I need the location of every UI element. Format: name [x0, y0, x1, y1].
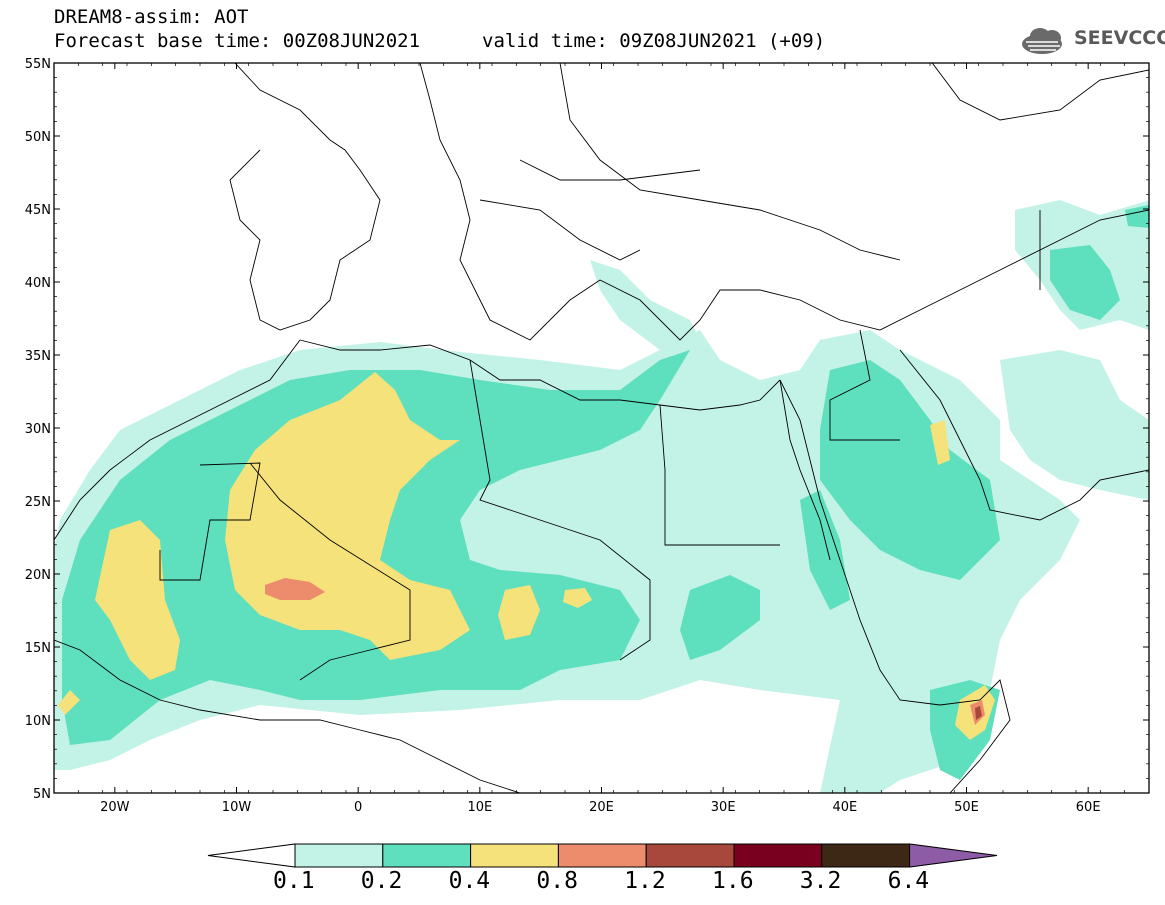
forecast-base-time: Forecast base time: 00Z08JUN2021 [54, 30, 421, 52]
lat-tick-label: 55N [25, 57, 51, 72]
lat-tick-label: 15N [25, 641, 51, 656]
lat-tick-label: 40N [25, 276, 51, 291]
lat-tick-label: 20N [25, 568, 51, 583]
lon-tick-label: 30E [711, 800, 736, 815]
colorbar-over-triangle [909, 843, 998, 868]
colorbar-swatch [733, 843, 823, 868]
cloud-icon [1022, 28, 1062, 54]
lon-tick-label: 60E [1076, 800, 1101, 815]
lat-tick-label: 50N [25, 130, 51, 145]
aot-field [54, 63, 1149, 793]
lon-tick-label: 10E [467, 800, 492, 815]
colorbar-under-triangle [207, 843, 296, 868]
lon-tick-label: 20W [100, 800, 130, 815]
lat-tick-label: 5N [33, 787, 51, 802]
colorbar-swatch [557, 843, 647, 868]
colorbar-label: 0.4 [448, 868, 491, 894]
logo-text: SEEVCCC [1074, 27, 1165, 49]
colorbar-label: 0.1 [273, 868, 315, 894]
colorbar-label: 6.4 [887, 868, 930, 894]
lat-tick-label: 30N [25, 422, 51, 437]
colorbar-swatch [294, 843, 384, 868]
lat-axis: 5N 10N 15N 20N 25N 30N 35N 40N 45N 50N 55N [25, 57, 51, 802]
valid-time: valid time: 09Z08JUN2021 (+09) [482, 30, 826, 52]
colorbar-label: 0.8 [536, 868, 578, 894]
lon-tick-label: 50E [954, 800, 979, 815]
lon-tick-label: 40E [832, 800, 857, 815]
lat-tick-label: 45N [25, 203, 51, 218]
colorbar-label: 1.6 [712, 868, 754, 894]
colorbar-swatch [382, 843, 472, 868]
lon-axis: 20W 10W 0 10E 20E 30E 40E 50E 60E [100, 800, 1100, 815]
lon-tick-label: 10W [222, 800, 252, 815]
colorbar-swatch [470, 843, 559, 868]
colorbar [207, 843, 998, 868]
colorbar-label: 0.2 [360, 868, 403, 894]
lon-tick-label: 20E [589, 800, 614, 815]
lat-tick-label: 10N [25, 714, 51, 729]
lat-tick-label: 25N [25, 495, 51, 510]
colorbar-label: 1.2 [624, 868, 666, 894]
colorbar-label: 3.2 [799, 868, 842, 894]
map-title: DREAM8-assim: AOT [54, 6, 249, 28]
lon-tick-label: 0 [354, 800, 362, 815]
lat-tick-label: 35N [25, 349, 51, 364]
colorbar-swatch [645, 843, 735, 868]
colorbar-swatch [821, 843, 911, 868]
